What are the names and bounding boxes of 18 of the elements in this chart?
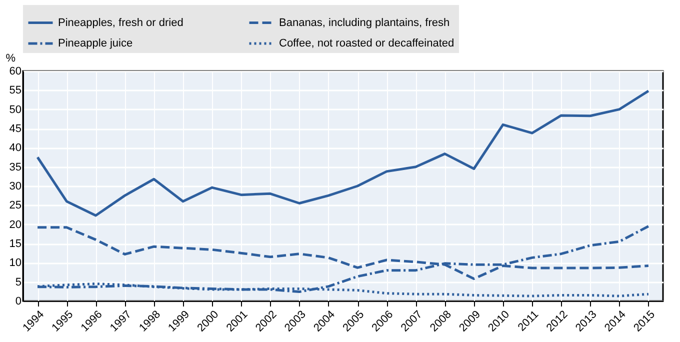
y-tick-label: 55 [9, 84, 22, 97]
y-tick-label: 35 [9, 161, 22, 174]
y-tick-label: 60 [9, 66, 22, 78]
y-tick-label: 10 [9, 257, 22, 270]
y-tick-label: 30 [9, 180, 22, 192]
y-tick-label: 5 [15, 276, 22, 288]
y-tick-label: 25 [9, 200, 22, 212]
y-tick-label: 0 [15, 296, 22, 308]
legend-label: Pineapples, fresh or dried [58, 16, 184, 29]
legend-label: Pineapple juice [58, 38, 133, 50]
y-axis-title: % [6, 52, 16, 64]
legend-label: Bananas, including plantains, fresh [279, 16, 450, 29]
y-tick-label: 40 [9, 142, 22, 154]
y-tick-label: 15 [9, 238, 22, 250]
y-tick-label: 45 [9, 123, 22, 135]
legend-label: Coffee, not roasted or decaffeinated [279, 38, 454, 50]
y-tick-label: 50 [9, 104, 22, 116]
y-tick-label: 20 [9, 218, 22, 231]
